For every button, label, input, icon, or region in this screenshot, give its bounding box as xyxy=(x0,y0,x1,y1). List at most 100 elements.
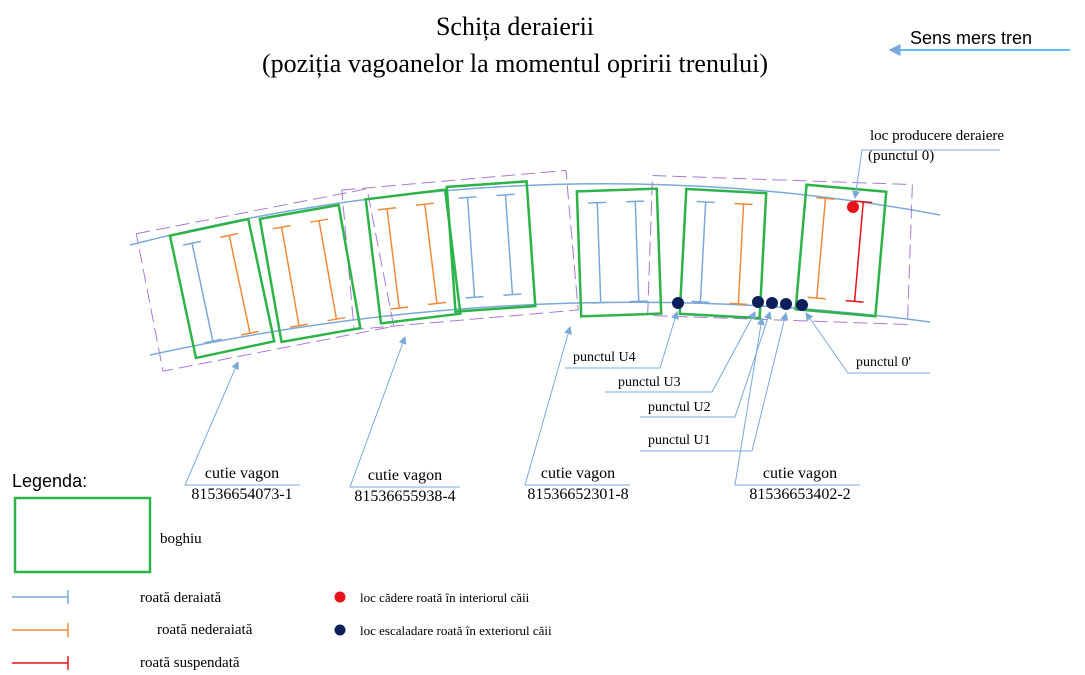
wheel-axle xyxy=(228,235,251,334)
bogie-frame xyxy=(364,188,462,325)
legend-bogie-swatch xyxy=(13,496,152,574)
wagon-caption: cutie vagon xyxy=(541,465,615,482)
rail-bottom xyxy=(149,301,931,356)
wagon-number: 81536652301-8 xyxy=(527,486,628,503)
annotation: punctul 0' xyxy=(856,355,911,370)
leader xyxy=(524,326,630,486)
bogie-frame xyxy=(794,183,888,318)
leader xyxy=(852,149,1000,199)
climb-point xyxy=(766,297,778,309)
leader xyxy=(349,336,460,488)
wheel-axle xyxy=(280,227,300,326)
wheel-cap xyxy=(629,300,648,303)
wagon-outline xyxy=(647,174,913,326)
wheel-cap xyxy=(465,295,484,299)
wheel-cap xyxy=(807,296,826,300)
legend-climb-dot xyxy=(334,624,346,636)
wheel-cap xyxy=(390,306,409,310)
leader xyxy=(184,361,300,486)
wheel-cap xyxy=(696,200,715,204)
climb-point xyxy=(796,299,808,311)
leader xyxy=(734,317,860,486)
wheel-cap xyxy=(729,302,748,306)
wheel-cap xyxy=(272,224,291,230)
wagon-caption: cutie vagon xyxy=(205,465,279,482)
wagon-outline xyxy=(135,188,395,372)
bogie-frame xyxy=(445,180,537,313)
bogie-frame xyxy=(258,203,362,344)
wheel-axle xyxy=(386,208,400,309)
wheel-axle xyxy=(699,201,707,302)
wheel-cap xyxy=(816,196,835,200)
bogie-frame xyxy=(575,187,663,318)
leader xyxy=(640,312,789,452)
bogie-frame xyxy=(168,217,276,360)
wheel-cap xyxy=(220,232,239,238)
bogie xyxy=(168,217,276,360)
leader xyxy=(565,311,679,369)
legend-item: roată deraiată xyxy=(140,590,222,606)
bogie xyxy=(445,180,537,313)
bogie xyxy=(678,187,768,320)
wheel-cap xyxy=(241,330,259,336)
wagon-number: 81536654073-1 xyxy=(191,486,292,503)
legend-fall-dot xyxy=(334,591,346,603)
climb-point xyxy=(752,296,764,308)
wheel-axle xyxy=(596,202,602,303)
legend-wheels xyxy=(12,590,69,670)
wheel-cap xyxy=(845,299,864,303)
wagon-number: 81536655938-4 xyxy=(354,488,455,505)
bogie-frame xyxy=(678,187,768,320)
annotation: punctul U3 xyxy=(618,375,681,390)
wheel-cap xyxy=(378,206,397,211)
wheel-cap xyxy=(588,201,607,204)
legend-title: Legenda: xyxy=(12,471,87,491)
wagon-label: cutie vagon 81536654073-1 cutie vagon 81… xyxy=(184,317,860,505)
wheel-cap xyxy=(427,301,446,306)
wheel-axle xyxy=(424,204,438,304)
wagon-caption: cutie vagon xyxy=(368,467,442,484)
legend-item: loc cădere roată în interiorul căii xyxy=(360,590,530,605)
wheel-cap xyxy=(327,316,346,322)
wheel-cap xyxy=(415,202,434,207)
subtitle: (poziția vagoanelor la momentul opririi … xyxy=(262,49,768,78)
wheel-cap xyxy=(203,338,222,344)
wheel-cap xyxy=(691,300,710,304)
wheel-cap xyxy=(310,218,329,223)
bogies xyxy=(135,169,913,372)
wheel-cap xyxy=(496,193,515,197)
wheel-cap xyxy=(183,240,202,246)
wagon-number: 81536653402-2 xyxy=(749,486,850,503)
annotation: (punctul 0) xyxy=(868,148,934,164)
climb-point xyxy=(780,298,792,310)
legend-item: loc escaladare roată în exteriorul căii xyxy=(360,623,552,638)
bogie xyxy=(794,183,888,318)
annotation: punctul U4 xyxy=(573,350,636,365)
wheel-axle xyxy=(853,201,865,302)
annotation: punctul U1 xyxy=(648,433,711,448)
wheel-cap xyxy=(854,200,873,204)
wheel-axle xyxy=(191,243,214,342)
direction-label: Sens mers tren xyxy=(910,28,1032,48)
bogie xyxy=(364,188,462,325)
annotation: loc producere deraiere xyxy=(870,128,1004,144)
leader xyxy=(805,312,930,374)
wheel-cap xyxy=(734,202,753,206)
wheel-axle xyxy=(318,220,338,320)
wheel-cap xyxy=(458,196,477,199)
annotation: punctul U2 xyxy=(648,400,711,415)
wheel-cap xyxy=(503,293,522,296)
wheel-axle xyxy=(815,198,827,299)
legend-item: roată suspendată xyxy=(140,655,240,671)
bogie xyxy=(575,187,663,318)
leader xyxy=(640,311,772,418)
wheel-cap xyxy=(591,301,610,304)
bogie xyxy=(258,203,362,344)
wheel-cap xyxy=(626,200,645,203)
wheel-axle xyxy=(737,203,745,304)
leader xyxy=(605,311,756,393)
wheel-axle xyxy=(634,201,640,302)
legend-item: boghiu xyxy=(160,531,202,547)
wagon-caption: cutie vagon xyxy=(763,465,837,482)
